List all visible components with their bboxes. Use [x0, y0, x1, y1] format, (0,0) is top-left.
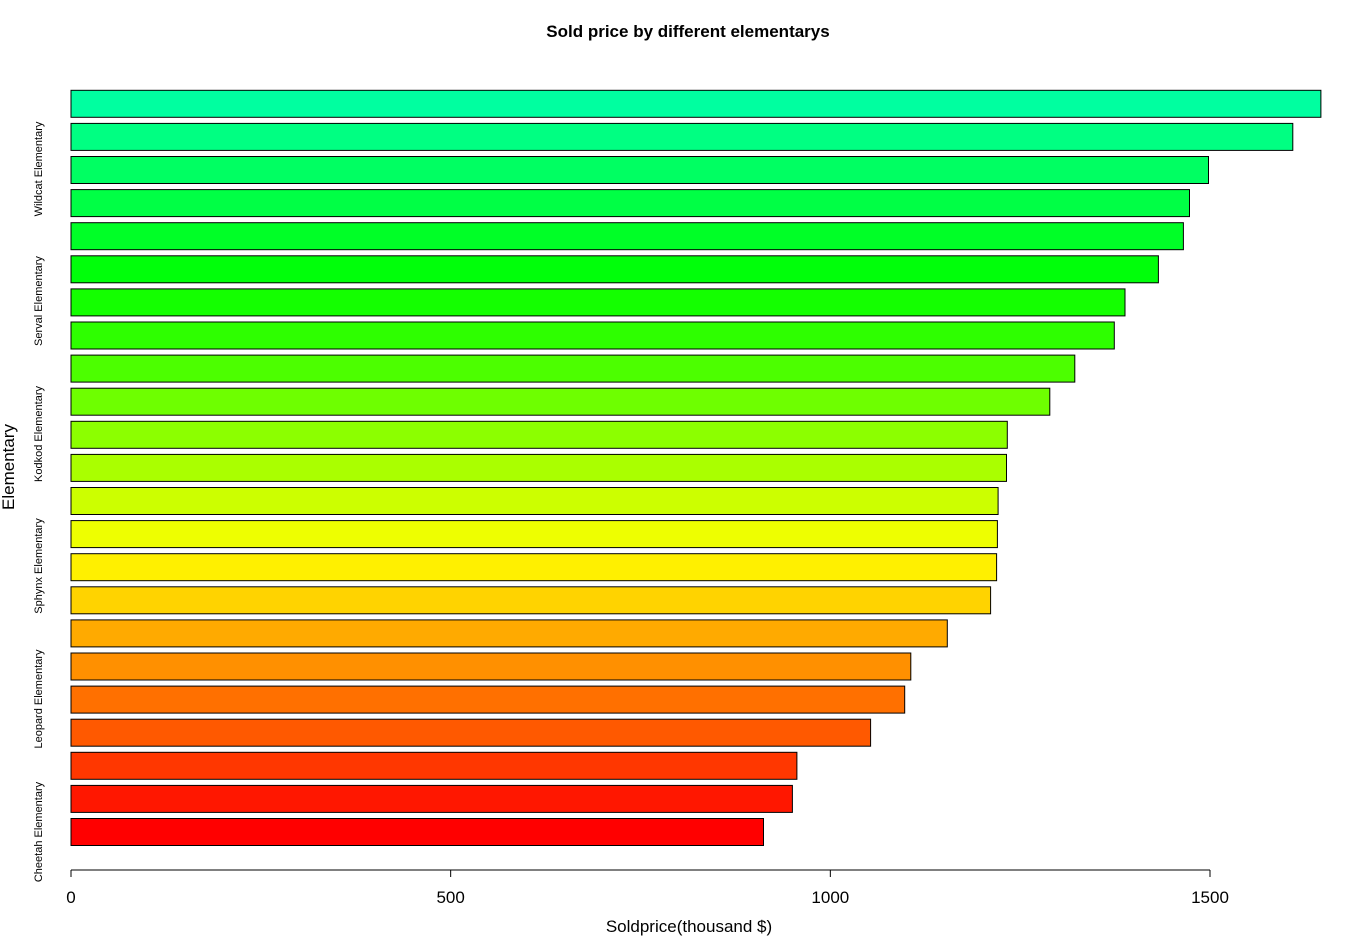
- x-tick-label: 500: [436, 888, 464, 907]
- y-category-labels: Cheetah Elementary Leopard Elementary Sphy…: [33, 121, 45, 882]
- chart-title: Sold price by different elementarys: [546, 22, 829, 41]
- y-category-label: Cheetah Elementary: [33, 781, 45, 882]
- bar: [70, 553, 998, 582]
- bar: [70, 387, 1051, 416]
- y-category-label: Kodkod Elementary: [33, 386, 45, 482]
- bar: [70, 751, 798, 780]
- x-tick-label: 1000: [811, 888, 849, 907]
- bar: [70, 321, 1115, 350]
- y-category-label: Leopard Elementary: [33, 649, 45, 749]
- bar: [70, 520, 998, 549]
- y-category-label: Sphynx Elementary: [33, 518, 45, 614]
- y-category-label: Wildcat Elementary: [33, 121, 45, 216]
- bar: [70, 685, 906, 714]
- bar: [70, 156, 1209, 184]
- x-axis: 0 500 1000 1500: [66, 869, 1229, 907]
- bar: [70, 784, 793, 813]
- bar: [70, 487, 999, 515]
- bar: [70, 122, 1294, 151]
- y-axis-label: Elementary: [0, 424, 18, 510]
- y-category-label: Serval Elementary: [33, 256, 45, 346]
- bar: [70, 718, 872, 747]
- bar: [70, 619, 948, 648]
- bar: [70, 288, 1126, 317]
- x-axis-label: Soldprice(thousand $): [606, 917, 772, 936]
- bar: [70, 420, 1008, 449]
- bar: [70, 189, 1190, 218]
- bar: [70, 586, 992, 615]
- bar: [70, 354, 1076, 383]
- bar: [70, 453, 1007, 482]
- bar: [70, 89, 1322, 118]
- bar: [70, 818, 764, 846]
- bar: [70, 652, 912, 681]
- x-tick-label: 1500: [1191, 888, 1229, 907]
- x-tick-label: 0: [66, 888, 75, 907]
- bars-group: [70, 89, 1322, 846]
- bar: [70, 222, 1184, 251]
- bar: [70, 255, 1159, 284]
